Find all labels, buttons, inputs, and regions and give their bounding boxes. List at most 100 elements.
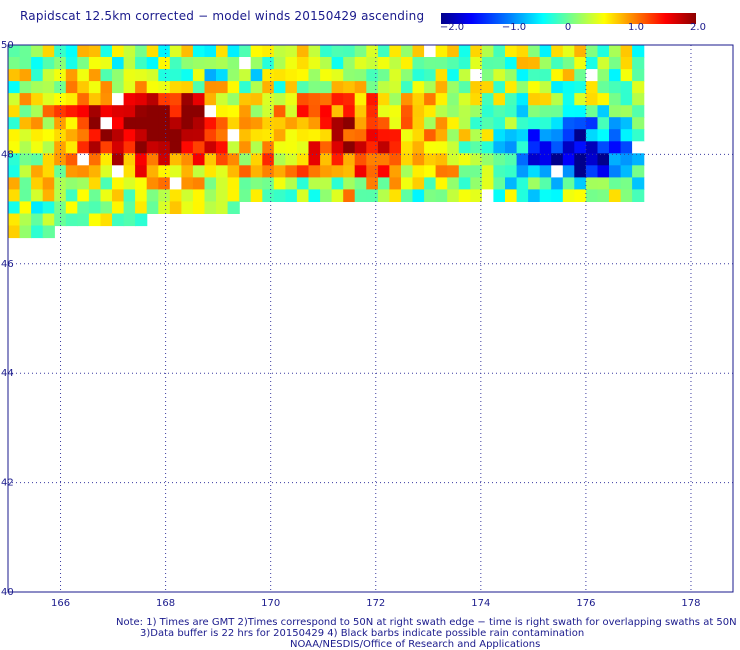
data-cell xyxy=(551,57,564,70)
data-cell xyxy=(354,81,367,94)
data-cell xyxy=(285,153,298,166)
data-cell xyxy=(192,105,206,118)
data-cell xyxy=(146,153,159,166)
data-cell xyxy=(377,189,391,202)
data-cell xyxy=(366,153,379,166)
data-cell xyxy=(458,177,471,190)
data-cell xyxy=(42,93,55,106)
data-cell xyxy=(8,177,21,190)
latitude-tick-label: 46 xyxy=(1,259,14,270)
longitude-tick-label: 174 xyxy=(471,598,490,609)
data-cell xyxy=(42,105,55,118)
data-cell xyxy=(146,201,159,214)
data-cell xyxy=(331,165,344,178)
data-cell xyxy=(551,129,564,142)
data-cell xyxy=(216,201,229,214)
data-cell xyxy=(135,153,148,166)
data-cell xyxy=(585,177,599,190)
data-cell xyxy=(435,129,448,142)
data-cell xyxy=(401,165,414,178)
data-cell xyxy=(401,153,414,166)
data-cell xyxy=(597,117,610,130)
data-cell xyxy=(54,129,67,142)
data-cell xyxy=(401,57,414,70)
data-cell xyxy=(585,45,599,58)
data-cell xyxy=(250,141,263,154)
data-cell xyxy=(377,93,391,106)
data-cell xyxy=(19,93,32,106)
data-cell xyxy=(574,105,587,118)
data-cell xyxy=(401,81,414,94)
data-cell xyxy=(19,57,32,70)
data-cell xyxy=(447,69,460,82)
data-cell xyxy=(31,81,44,94)
data-cell xyxy=(169,189,182,202)
data-cell xyxy=(192,117,206,130)
data-cell xyxy=(412,141,425,154)
data-cell xyxy=(262,105,275,118)
data-cell xyxy=(320,129,333,142)
data-cell xyxy=(123,45,136,58)
data-cell xyxy=(262,93,275,106)
data-cell xyxy=(146,165,159,178)
data-cell xyxy=(343,69,356,82)
data-cell xyxy=(181,153,194,166)
data-cell xyxy=(146,93,159,106)
data-cell xyxy=(632,153,645,166)
data-cell xyxy=(77,141,90,154)
data-cell xyxy=(135,93,148,106)
data-cell xyxy=(597,177,610,190)
data-cell xyxy=(123,141,136,154)
data-cell xyxy=(354,153,367,166)
data-cell xyxy=(377,45,391,58)
data-cell xyxy=(574,189,587,202)
data-cell xyxy=(493,141,506,154)
data-cell xyxy=(424,81,437,94)
data-cell xyxy=(343,177,356,190)
data-cell xyxy=(54,81,67,94)
data-cell xyxy=(320,81,333,94)
data-cell xyxy=(447,81,460,94)
data-cell xyxy=(192,93,206,106)
data-cell xyxy=(458,45,471,58)
data-cell xyxy=(181,45,194,58)
data-cell xyxy=(528,141,541,154)
data-cell xyxy=(632,81,645,94)
data-cell xyxy=(65,93,78,106)
data-cell xyxy=(42,153,55,166)
data-cell xyxy=(100,117,113,130)
data-cell xyxy=(77,129,90,142)
data-cell xyxy=(574,93,587,106)
data-cell xyxy=(447,189,460,202)
data-cell xyxy=(239,141,252,154)
data-cell xyxy=(389,141,402,154)
data-cell xyxy=(377,153,391,166)
data-cell xyxy=(42,141,55,154)
data-cell xyxy=(227,153,240,166)
data-cell xyxy=(574,117,587,130)
data-cell xyxy=(19,165,32,178)
data-cell xyxy=(585,57,599,70)
data-cell xyxy=(516,141,529,154)
data-cell xyxy=(169,117,182,130)
data-cell xyxy=(308,177,321,190)
data-cell xyxy=(435,189,448,202)
data-cell xyxy=(493,153,506,166)
data-cell xyxy=(100,81,113,94)
data-cell xyxy=(320,69,333,82)
data-cell xyxy=(435,93,448,106)
data-cell xyxy=(412,165,425,178)
data-cell xyxy=(389,153,402,166)
data-cell xyxy=(262,81,275,94)
latitude-tick-label: 40 xyxy=(1,587,14,598)
data-cell xyxy=(343,117,356,130)
data-cell xyxy=(239,117,252,130)
data-cell xyxy=(539,141,552,154)
data-cell xyxy=(239,165,252,178)
data-cell xyxy=(262,69,275,82)
data-cell xyxy=(424,117,437,130)
data-cell xyxy=(8,57,21,70)
colorbar xyxy=(441,9,696,24)
data-cell xyxy=(158,105,171,118)
data-cell xyxy=(354,69,367,82)
